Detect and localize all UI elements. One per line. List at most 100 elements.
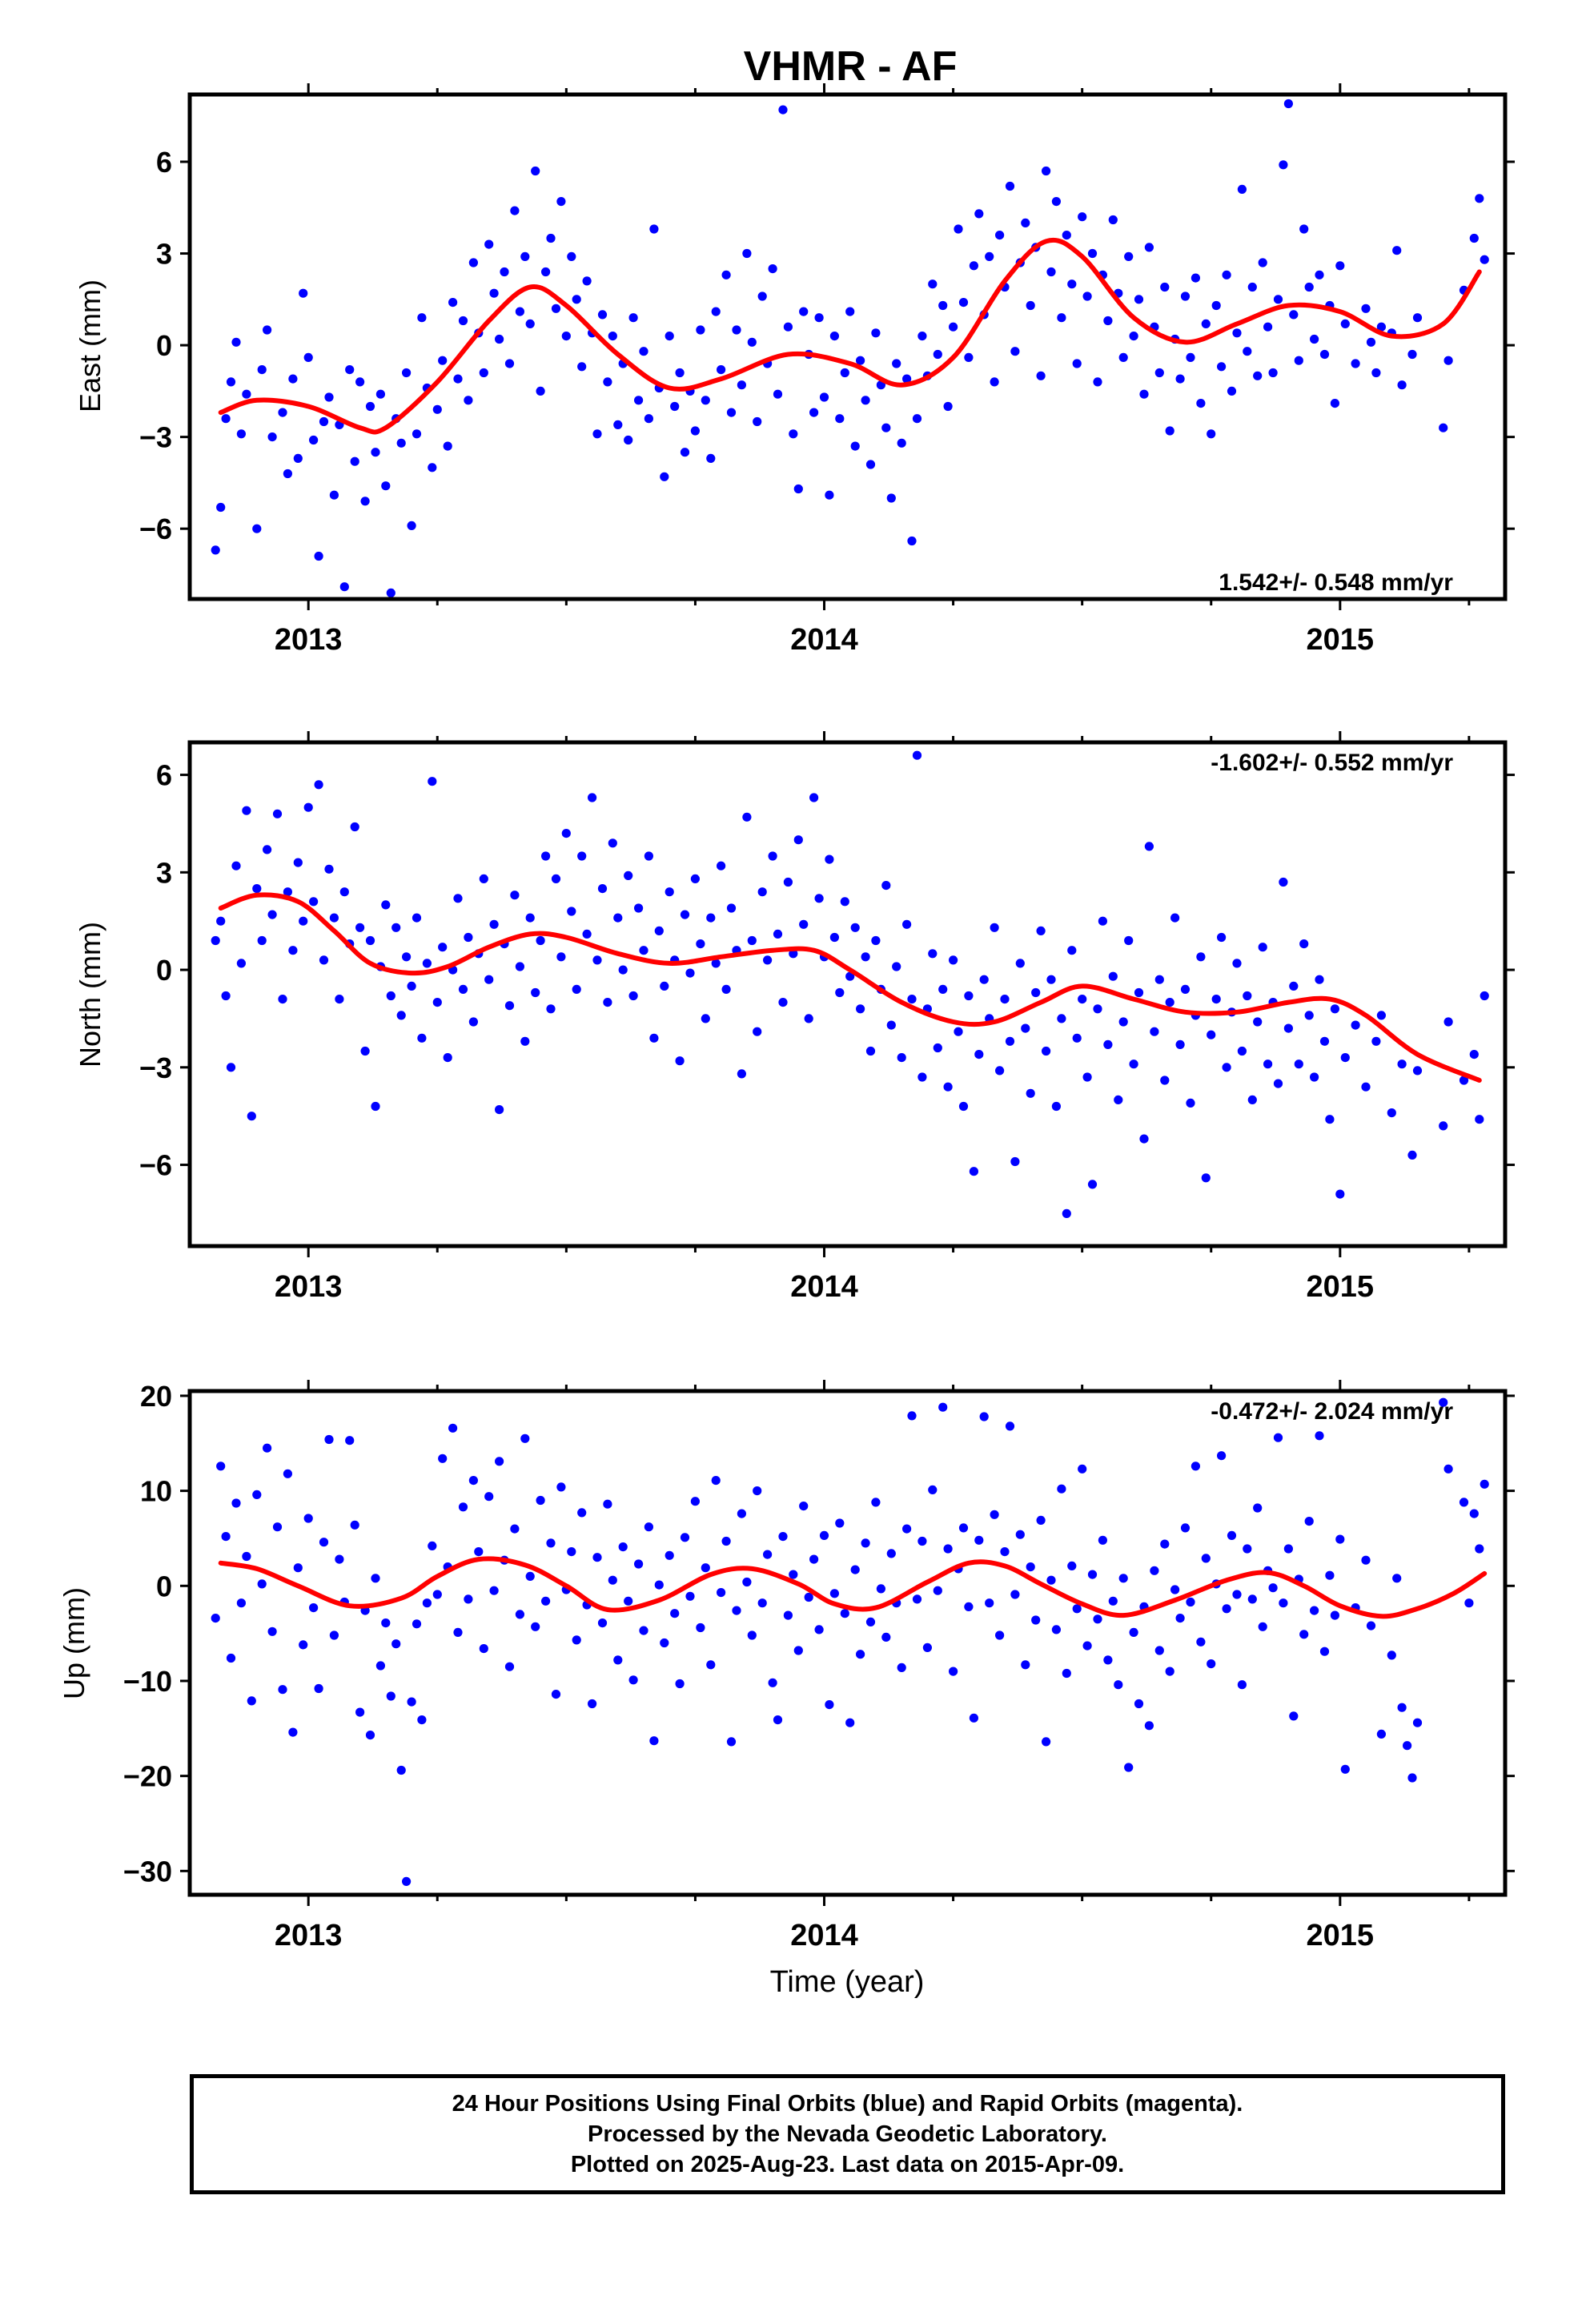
data-point <box>309 897 319 907</box>
data-point <box>1304 1517 1314 1526</box>
data-point <box>856 1004 865 1014</box>
data-point <box>489 919 499 929</box>
data-point <box>428 1541 437 1550</box>
data-point <box>1175 374 1185 384</box>
data-point <box>417 313 427 323</box>
data-point <box>329 913 339 923</box>
data-point <box>1279 877 1288 887</box>
data-point <box>428 777 437 786</box>
data-point <box>236 429 246 439</box>
data-point <box>525 1571 535 1581</box>
data-point <box>1273 1079 1283 1088</box>
data-point <box>551 874 561 883</box>
data-point <box>350 456 359 466</box>
data-point <box>1263 1059 1273 1069</box>
data-point <box>618 1542 628 1552</box>
data-point <box>319 955 329 965</box>
data-point <box>391 1639 401 1649</box>
data-point <box>861 1538 870 1548</box>
data-point <box>1243 991 1252 1001</box>
data-point <box>577 1508 587 1518</box>
data-point <box>1315 270 1324 279</box>
data-point <box>1469 1509 1479 1518</box>
x-tick-label: 2014 <box>790 623 858 657</box>
data-point <box>1021 1660 1030 1670</box>
data-point <box>1010 1590 1020 1599</box>
data-point <box>1051 1625 1061 1634</box>
data-point <box>412 1619 422 1629</box>
data-point <box>1412 313 1423 323</box>
data-point <box>365 1731 375 1740</box>
data-point <box>943 1082 953 1092</box>
data-point <box>314 551 323 561</box>
data-point <box>525 913 535 923</box>
data-point <box>1289 310 1299 320</box>
data-point <box>221 1532 231 1542</box>
data-point <box>1258 258 1267 267</box>
data-point <box>1475 194 1484 203</box>
data-point <box>257 935 267 946</box>
data-point <box>1144 842 1154 851</box>
data-point <box>412 913 422 923</box>
data-point <box>345 365 355 375</box>
data-point <box>1057 1014 1066 1023</box>
data-point <box>814 313 824 323</box>
data-point <box>990 923 999 932</box>
data-point <box>278 1685 287 1695</box>
data-point <box>1005 1421 1015 1431</box>
data-point <box>402 1876 412 1886</box>
data-point <box>964 1602 974 1611</box>
data-point <box>825 854 834 864</box>
data-point <box>345 1436 355 1445</box>
data-point <box>303 1514 313 1523</box>
data-point <box>1412 1066 1423 1076</box>
data-point <box>1253 371 1263 380</box>
data-point <box>479 368 488 378</box>
data-point <box>649 1736 659 1746</box>
data-point <box>1175 1039 1185 1049</box>
data-point <box>1087 248 1098 259</box>
data-point <box>324 392 334 402</box>
data-point <box>1387 1108 1396 1118</box>
data-point <box>995 231 1005 240</box>
y-tick-label: 0 <box>156 954 172 987</box>
data-point <box>1191 1462 1200 1471</box>
data-point <box>1180 1523 1191 1533</box>
data-point <box>510 206 520 215</box>
data-point <box>453 374 463 384</box>
data-point <box>670 401 680 412</box>
up-x-axis: 2013 2014 2015 <box>275 1380 1471 1952</box>
x-tick-label: 2014 <box>790 1270 858 1304</box>
data-point <box>309 435 319 445</box>
data-point <box>1283 1544 1293 1554</box>
data-point <box>556 1482 566 1492</box>
data-point <box>1222 1063 1231 1072</box>
data-point <box>865 460 876 469</box>
data-point <box>350 822 359 832</box>
data-point <box>1237 184 1247 194</box>
data-point <box>1196 1637 1206 1647</box>
data-point <box>1376 1729 1386 1739</box>
data-point <box>468 258 479 267</box>
east-frame <box>187 92 1508 601</box>
data-point <box>726 1737 737 1747</box>
data-point <box>1443 356 1453 365</box>
data-point <box>1170 1585 1180 1594</box>
data-point <box>825 490 834 500</box>
data-point <box>1129 1059 1138 1069</box>
data-point <box>1082 1072 1092 1082</box>
data-point <box>1439 423 1448 432</box>
caption-box: 24 Hour Positions Using Final Orbits (bl… <box>190 2074 1505 2194</box>
data-point <box>912 414 922 424</box>
data-point <box>1093 1004 1102 1014</box>
data-point <box>396 438 406 448</box>
data-point <box>665 1550 674 1560</box>
data-point <box>1247 1594 1257 1604</box>
data-point <box>1340 1053 1350 1063</box>
data-point <box>613 913 623 923</box>
data-point <box>850 923 860 932</box>
data-point <box>453 1627 463 1637</box>
y-tick-label: −6 <box>139 513 172 545</box>
data-point <box>1072 1604 1082 1614</box>
data-point <box>711 959 721 968</box>
